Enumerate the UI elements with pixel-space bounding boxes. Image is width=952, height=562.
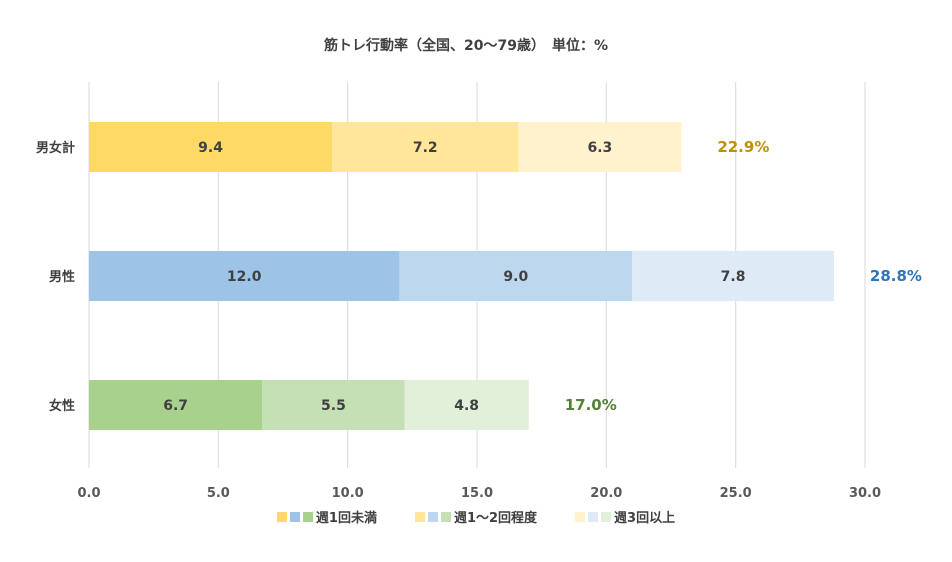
bar-segment [89, 380, 263, 430]
legend-label: 週1回未満 [315, 511, 377, 526]
legend-item-series-2: 週1～2回程度 [414, 507, 538, 526]
legend-swatch-green [440, 511, 451, 522]
x-tick-labels: 0.0 5.0 10.0 15.0 20.0 25.0 30.0 [77, 486, 881, 501]
bars: 9.4 7.2 6.3 22.9% 12.0 9.0 7.8 28.8% 6.7 5.5 4.8 17… [89, 122, 922, 430]
legend-label: 週1～2回程度 [453, 511, 538, 526]
data-label: 4.8 [454, 398, 479, 414]
legend-swatch-green [302, 511, 313, 522]
x-tick-label: 0.0 [77, 486, 100, 501]
legend-swatch-green [601, 511, 612, 522]
total-label: 22.9% [717, 138, 769, 156]
legend-swatch-blue [427, 511, 438, 522]
bar-segment [89, 251, 400, 301]
total-label: 17.0% [565, 396, 617, 414]
total-label: 28.8% [870, 267, 922, 285]
data-label: 6.7 [163, 398, 188, 414]
legend-swatch-yellow [575, 511, 586, 522]
category-label: 女性 [49, 398, 75, 414]
data-label: 9.4 [198, 140, 223, 156]
x-tick-label: 30.0 [849, 486, 881, 501]
legend: 週1回未満 週1～2回程度 週3回以上 [0, 507, 952, 526]
bar-segment [89, 122, 333, 172]
bar-segment [262, 380, 405, 430]
legend-swatch-blue [588, 511, 599, 522]
legend-item-series-1: 週1回未満 [276, 507, 377, 526]
data-label: 6.3 [587, 140, 612, 156]
x-tick-label: 20.0 [590, 486, 622, 501]
x-tick-label: 10.0 [332, 486, 364, 501]
category-label: 男性 [49, 269, 75, 285]
legend-item-series-3: 週3回以上 [575, 507, 675, 526]
x-tick-label: 15.0 [461, 486, 493, 501]
data-label: 7.2 [413, 140, 438, 156]
chart-title: 筋トレ行動率（全国、20～79歳） 単位：% [324, 37, 608, 54]
legend-swatch-yellow [414, 511, 425, 522]
bar-segment [518, 122, 682, 172]
bar-segment [404, 380, 529, 430]
x-tick-label: 25.0 [720, 486, 752, 501]
x-tick-label: 5.0 [207, 486, 230, 501]
category-label: 男女計 [36, 140, 75, 156]
bar-segment [399, 251, 633, 301]
data-label: 9.0 [503, 269, 528, 285]
legend-swatch-yellow [276, 511, 287, 522]
legend-label: 週3回以上 [614, 511, 676, 526]
data-label: 7.8 [721, 269, 746, 285]
bar-segment [632, 251, 834, 301]
data-label: 12.0 [227, 269, 262, 285]
bar-segment [332, 122, 519, 172]
legend-swatch-blue [289, 511, 300, 522]
data-label: 5.5 [321, 398, 346, 414]
